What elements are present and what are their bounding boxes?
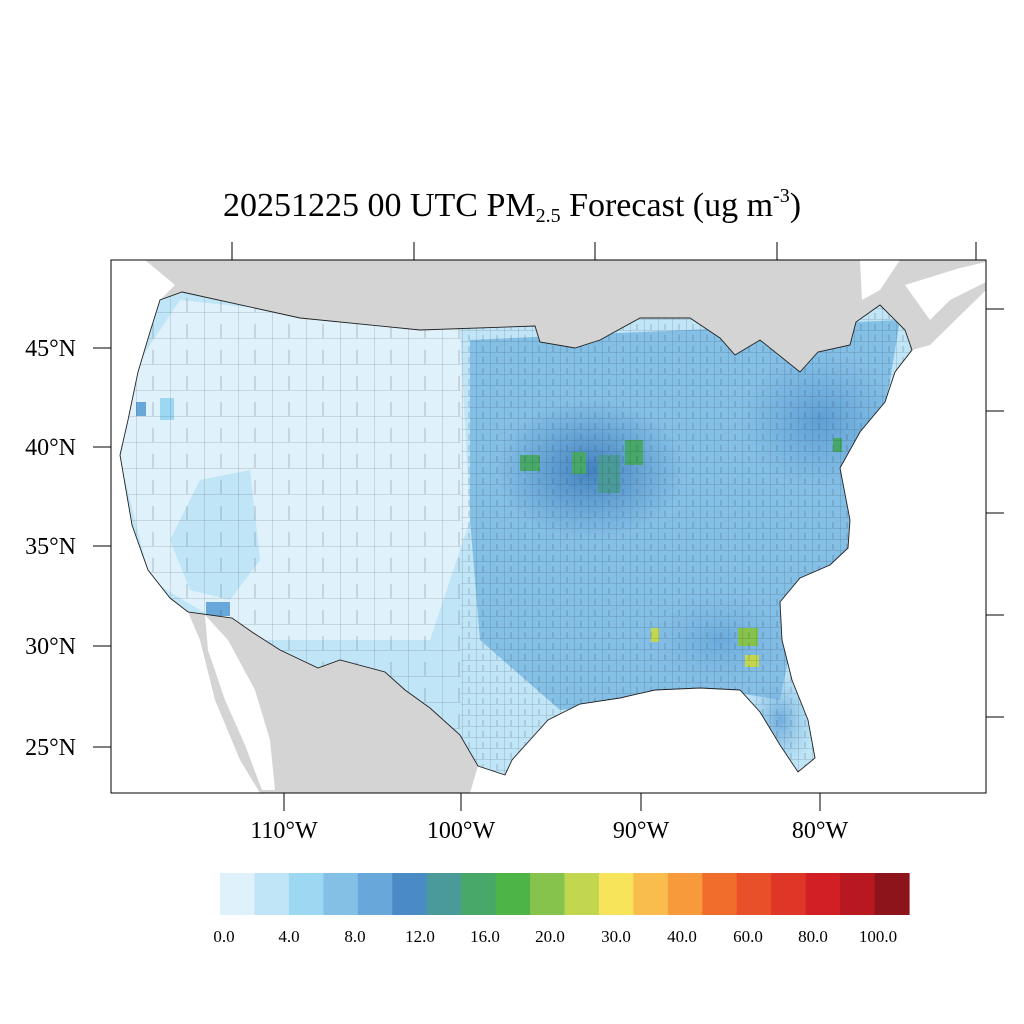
map-frame bbox=[110, 259, 987, 794]
colorbar-swatch bbox=[840, 873, 876, 915]
lat-label: 30°N bbox=[25, 634, 76, 660]
colorbar-label: 16.0 bbox=[470, 927, 500, 946]
top-ticks bbox=[231, 242, 977, 260]
colorbar-swatch bbox=[254, 873, 290, 915]
colorbar-swatch bbox=[288, 873, 324, 915]
title-product: Forecast bbox=[569, 187, 685, 224]
title-date: 20251225 bbox=[222, 187, 359, 224]
colorbar-label: 60.0 bbox=[733, 927, 763, 946]
title-pollutant: PM2.5 bbox=[486, 187, 561, 227]
colorbar bbox=[220, 873, 910, 915]
map-canvas bbox=[111, 260, 986, 793]
lat-label: 25°N bbox=[25, 735, 76, 761]
colorbar-swatch bbox=[667, 873, 703, 915]
colorbar-label: 40.0 bbox=[667, 927, 697, 946]
gulf-and-atlantic bbox=[470, 290, 986, 793]
bottom-ticks bbox=[283, 793, 821, 811]
colorbar-swatch bbox=[736, 873, 772, 915]
colorbar-swatch bbox=[702, 873, 738, 915]
colorbar-swatch bbox=[426, 873, 462, 915]
title-units: (ug m-3) bbox=[692, 185, 802, 224]
lon-label: 90°W bbox=[613, 818, 670, 844]
colorbar-swatch bbox=[598, 873, 634, 915]
colorbar-label: 80.0 bbox=[798, 927, 828, 946]
colorbar-swatch bbox=[392, 873, 428, 915]
colorbar-swatch bbox=[323, 873, 359, 915]
pacific-ocean bbox=[111, 260, 260, 793]
gulf-of-st-lawrence bbox=[905, 262, 986, 320]
colorbar-label: 8.0 bbox=[344, 927, 365, 946]
lat-label: 40°N bbox=[25, 435, 76, 461]
colorbar-label: 100.0 bbox=[859, 927, 897, 946]
lon-label: 80°W bbox=[792, 818, 849, 844]
lat-label: 35°N bbox=[25, 534, 76, 560]
colorbar-label: 4.0 bbox=[278, 927, 299, 946]
colorbar-swatch bbox=[874, 873, 910, 915]
gulf-of-california bbox=[205, 615, 275, 790]
title-hour: 00 bbox=[367, 187, 402, 224]
right-ticks bbox=[986, 308, 1004, 718]
colorbar-label: 12.0 bbox=[405, 927, 435, 946]
map-title: 20251225 00 UTC PM2.5 Forecast (ug m-3) bbox=[0, 184, 1024, 228]
lon-label: 100°W bbox=[427, 818, 496, 844]
colorbar-swatch bbox=[530, 873, 566, 915]
lon-label: 110°W bbox=[250, 818, 318, 844]
colorbar-swatch bbox=[633, 873, 669, 915]
conus-concentration-field bbox=[120, 292, 912, 775]
colorbar-swatch bbox=[357, 873, 393, 915]
colorbar-swatch bbox=[805, 873, 841, 915]
colorbar-swatch bbox=[495, 873, 531, 915]
left-ticks bbox=[93, 347, 111, 748]
colorbar-swatch bbox=[564, 873, 600, 915]
colorbar-swatch bbox=[220, 873, 256, 915]
colorbar-swatch bbox=[771, 873, 807, 915]
colorbar-label: 0.0 bbox=[213, 927, 234, 946]
colorbar-label: 30.0 bbox=[601, 927, 631, 946]
colorbar-label: 20.0 bbox=[535, 927, 565, 946]
lat-label: 45°N bbox=[25, 336, 76, 362]
colorbar-swatch bbox=[461, 873, 497, 915]
title-timezone: UTC bbox=[409, 187, 478, 224]
northern-water bbox=[860, 260, 900, 300]
colorbar-labels: 0.0 4.0 8.0 12.0 16.0 20.0 30.0 40.0 60.… bbox=[213, 927, 897, 946]
